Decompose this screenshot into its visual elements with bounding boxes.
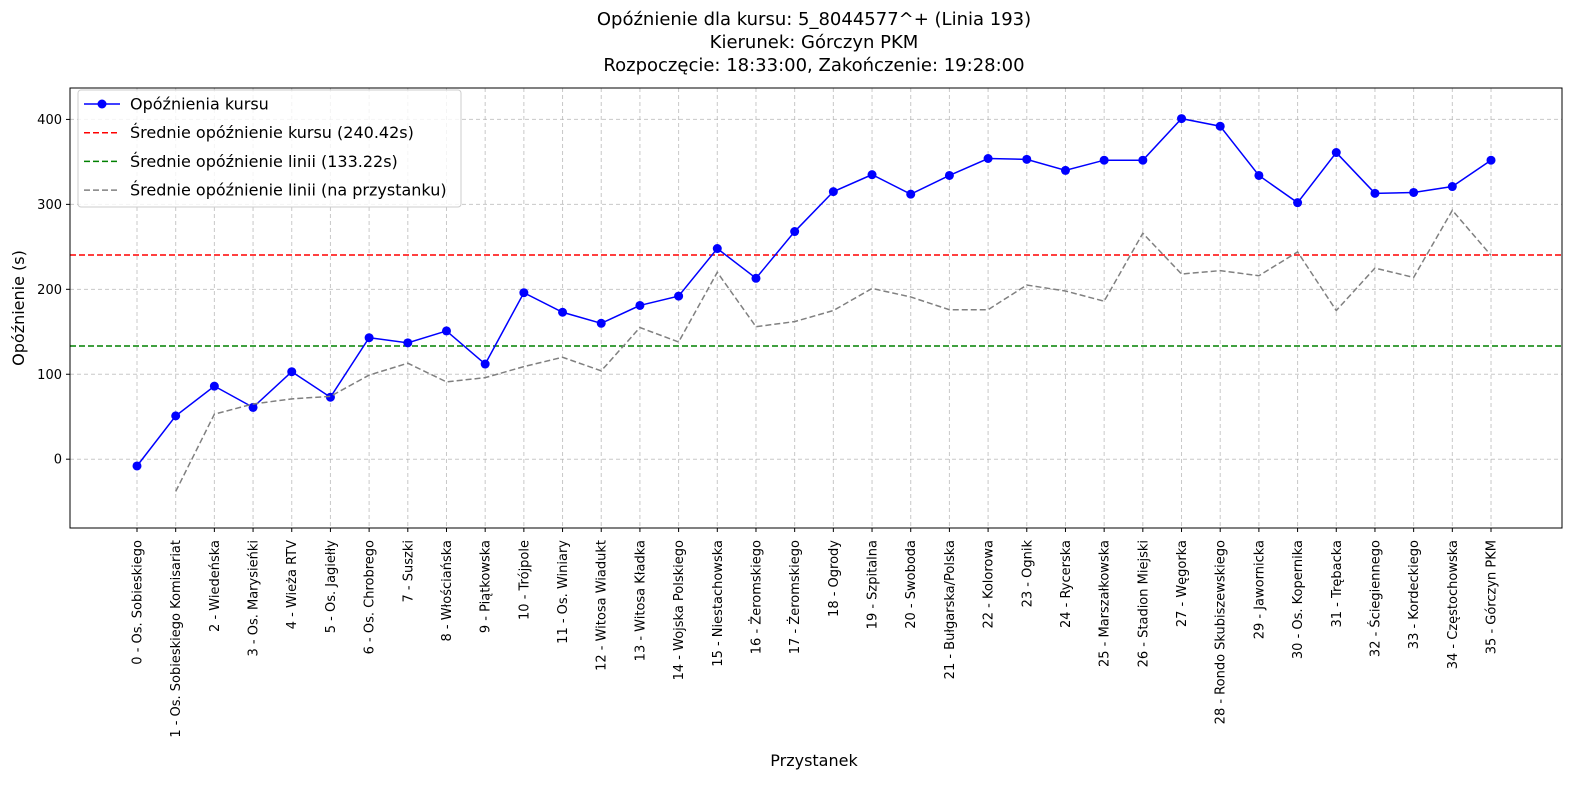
chart-title: Rozpoczęcie: 18:33:00, Zakończenie: 19:2… [603,55,1024,76]
x-tick-label: 11 - Os. Winiary [556,540,571,644]
legend-label: Średnie opóźnienie linii (133.22s) [130,152,398,171]
point [325,392,335,402]
y-tick-label: 200 [37,283,62,298]
x-tick-label: 4 - Wieża RTV [285,540,300,629]
x-tick-label: 3 - Os. Marysieńki [247,540,262,656]
x-tick-label: 28 - Rondo Skubiszewskiego [1214,540,1229,724]
x-tick-label: 21 - Bułgarska/Polska [943,540,958,679]
series-line [136,117,1492,467]
legend-label: Średnie opóźnienie kursu (240.42s) [130,123,414,142]
x-tick-label: 32 - Ściegiennego [1367,540,1383,657]
point [209,381,219,391]
point [596,318,606,328]
point [944,170,954,180]
point [1409,187,1419,197]
point [1099,155,1109,165]
y-axis-label: Opóźnienie (s) [9,250,28,366]
point [364,333,374,343]
point [635,300,645,310]
legend-label: Opóźnienia kursu [130,95,269,114]
point [1215,121,1225,131]
y-tick-label: 0 [54,453,62,468]
point [1138,155,1148,165]
x-tick-label: 23 - Ognik [1020,540,1035,608]
point [828,187,838,197]
x-tick-label: 33 - Kordeckiego [1407,540,1422,649]
x-tick-label: 26 - Stadion Miejski [1136,540,1151,667]
plot-frame [69,87,1563,529]
x-tick-label: 2 - Wiedeńska [208,540,223,632]
chart-title: Kierunek: Górczyn PKM [710,32,919,53]
x-tick-label: 22 - Kolorowa [982,540,997,629]
point [1293,198,1303,208]
legend-label: Średnie opóźnienie linii (na przystanku) [130,181,447,200]
point [403,338,413,348]
x-tick-label: 35 - Górczyn PKM [1485,540,1500,654]
point [1177,114,1187,124]
point [790,227,800,237]
point [480,359,490,369]
x-tick-label: 5 - Os. Jagiełły [324,540,339,634]
x-tick-label: 17 - Żeromskiego [787,540,803,654]
point [558,307,568,317]
x-tick-label: 29 - Jawornicka [1252,540,1267,639]
x-tick-label: 8 - Włościańska [440,540,455,642]
series-line [175,209,1492,492]
x-tick-label: 0 - Os. Sobieskiego [131,540,146,665]
point [674,291,684,301]
x-tick-label: 25 - Marszałkowska [1098,540,1113,667]
point [1370,188,1380,198]
y-tick-label: 100 [37,368,62,383]
point [906,189,916,199]
point [1022,154,1032,164]
point [1447,182,1457,192]
x-tick-label: 18 - Ogrody [827,540,842,617]
x-tick-label: 14 - Wojska Polskiego [672,540,687,680]
x-tick-label: 34 - Częstochowska [1446,540,1461,669]
point [441,326,451,336]
x-tick-label: 10 - Trójpole [517,540,532,620]
point [1486,155,1496,165]
y-tick-label: 400 [37,113,62,128]
point [171,411,181,421]
x-tick-label: 7 - Suszki [401,540,416,602]
point [867,170,877,180]
x-tick-label: 9 - Piątkowska [479,540,494,633]
point [287,367,297,377]
point [712,244,722,254]
x-tick-label: 24 - Rycerska [1059,540,1074,628]
legend-marker [97,99,107,109]
x-tick-label: 13 - Witosa Kładka [633,540,648,661]
point [1254,170,1264,180]
x-tick-label: 1 - Os. Sobieskiego Komisariat [169,540,184,738]
chart-title: Opóźnienie dla kursu: 5_8044577^+ (Linia… [597,9,1031,30]
point [751,273,761,283]
x-tick-label: 19 - Szpitalna [866,540,881,629]
x-tick-label: 31 - Trębacka [1330,540,1345,628]
legend-box [77,89,462,208]
point [132,461,142,471]
x-tick-label: 20 - Swoboda [904,540,919,629]
point [1060,165,1070,175]
point [248,402,258,412]
x-tick-label: 16 - Żeromskiego [748,540,764,654]
x-tick-label: 30 - Os. Kopernika [1291,540,1306,659]
y-tick-label: 300 [37,198,62,213]
point [983,154,993,164]
point [519,288,529,298]
point [1331,148,1341,158]
x-tick-label: 6 - Os. Chrobrego [363,540,378,654]
x-tick-label: 12 - Witosa Wiadukt [595,540,610,671]
x-axis-label: Przystanek [770,751,858,770]
x-tick-label: 15 - Niestachowska [711,540,726,667]
x-tick-label: 27 - Węgorka [1175,540,1190,627]
